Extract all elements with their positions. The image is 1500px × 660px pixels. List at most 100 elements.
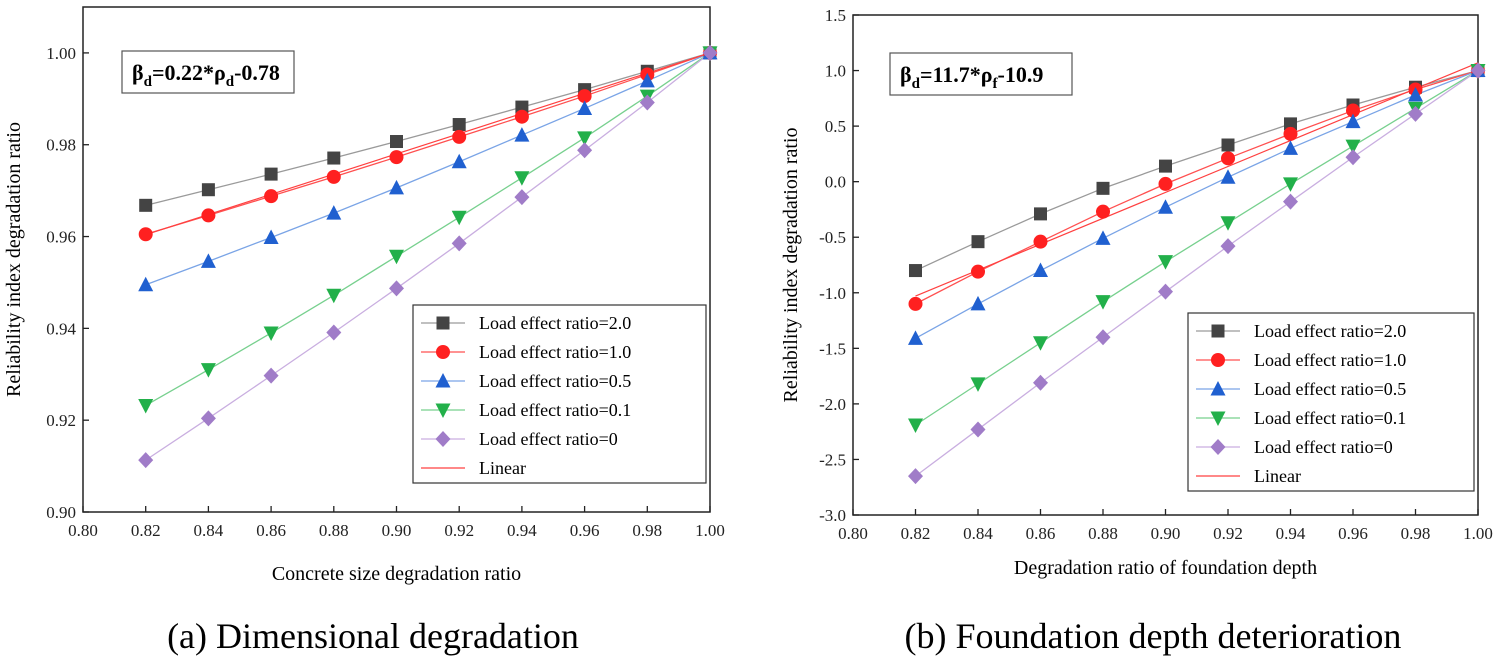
data-point <box>577 142 593 159</box>
y-tick-label: -0.5 <box>819 228 846 247</box>
data-point <box>514 189 530 206</box>
data-point <box>264 167 278 181</box>
data-point <box>1159 159 1172 173</box>
data-point <box>389 249 404 265</box>
legend-label: Linear <box>1254 466 1301 486</box>
figure-caption: (b) Foundation depth deterioration <box>905 616 1402 656</box>
equation-part: β <box>900 62 912 87</box>
data-point <box>138 452 154 469</box>
data-point <box>138 227 153 242</box>
data-point <box>389 280 404 297</box>
series-line <box>915 70 1479 477</box>
data-point <box>1345 139 1361 155</box>
equation-part: -10.9 <box>998 62 1044 87</box>
equation-subscript: d <box>144 74 153 90</box>
x-tick-label: 0.94 <box>507 521 537 540</box>
legend-box <box>1187 312 1475 492</box>
data-point <box>1283 126 1298 141</box>
legend-marker <box>1211 324 1225 338</box>
data-point <box>1158 255 1173 270</box>
data-point <box>264 189 279 204</box>
y-tick-label: 1.0 <box>825 62 846 81</box>
legend-marker <box>1211 353 1225 367</box>
x-tick-label: 0.86 <box>256 521 286 540</box>
legend-label: Load effect ratio=0.1 <box>479 400 631 420</box>
figure-caption: (a) Dimensional degradation <box>167 616 579 656</box>
legend-marker <box>1210 439 1226 455</box>
data-point <box>702 44 718 61</box>
series-line <box>145 52 711 206</box>
x-tick-label: 0.98 <box>1401 524 1431 543</box>
x-tick-label: 0.88 <box>319 521 349 540</box>
linear-fit-line <box>145 52 711 236</box>
data-point <box>1095 295 1111 310</box>
equation-box <box>121 50 295 94</box>
y-tick-label: 0.5 <box>825 117 846 136</box>
legend-label: Load effect ratio=0 <box>1254 437 1393 457</box>
data-point <box>639 94 655 111</box>
data-point <box>971 264 985 279</box>
chart-panel-b: 0.80 0.82 0.84 0.86 0.88 0.90 0.92 0.94 0.96 0.98… <box>780 6 1493 656</box>
data-point <box>452 118 466 132</box>
y-axis-title: Reliability index degradation ratio <box>780 128 802 403</box>
data-point <box>577 89 592 104</box>
x-tick-label: 0.90 <box>1151 524 1181 543</box>
equation-box <box>889 52 1073 96</box>
y-tick-label: 1.00 <box>46 44 76 63</box>
data-point <box>577 100 593 115</box>
data-point <box>1096 181 1110 195</box>
series-line <box>915 69 1479 339</box>
x-tick-label: 0.92 <box>1213 524 1243 543</box>
series-line <box>145 52 711 286</box>
x-tick-label: 0.80 <box>68 521 98 540</box>
y-axis-title: Reliability index degradation ratio <box>3 122 25 397</box>
y-tick-label: 0.94 <box>46 319 76 338</box>
data-point <box>908 296 923 311</box>
equation-label: βd=11.7*ρf-10.9 <box>900 62 1043 92</box>
legend-label: Load effect ratio=0.1 <box>1254 408 1406 428</box>
x-tick-label: 0.92 <box>444 521 474 540</box>
y-tick-label: -1.5 <box>819 339 846 358</box>
data-point <box>1346 103 1360 118</box>
y-tick-label: -3.0 <box>819 506 846 525</box>
data-point <box>639 72 655 88</box>
data-point <box>263 229 279 244</box>
data-point <box>452 129 467 144</box>
data-point <box>390 135 403 149</box>
legend-label: Load effect ratio=0 <box>479 429 618 449</box>
legend-marker <box>1210 411 1226 426</box>
linear-fit-line <box>915 62 1479 297</box>
equation-part: -0.78 <box>234 60 280 85</box>
y-tick-label: 1.5 <box>825 6 846 25</box>
legend-label: Load effect ratio=1.0 <box>479 342 631 362</box>
equation-subscript: d <box>912 76 921 92</box>
x-tick-label: 0.94 <box>1276 524 1306 543</box>
x-tick-label: 0.82 <box>901 524 931 543</box>
data-point <box>326 324 342 341</box>
data-point <box>1033 262 1048 278</box>
data-point <box>1033 374 1048 391</box>
x-tick-label: 1.00 <box>695 521 725 540</box>
equation-part: ρ <box>981 62 993 87</box>
data-point <box>970 421 986 438</box>
data-point <box>1221 138 1235 152</box>
data-point <box>514 171 530 186</box>
data-point <box>326 169 341 184</box>
equation-label: βd=0.22*ρd-0.78 <box>132 60 280 90</box>
legend-label: Linear <box>479 458 526 478</box>
data-point <box>1220 169 1236 184</box>
y-tick-label: 0.0 <box>825 173 846 192</box>
legend-marker <box>1210 381 1226 396</box>
y-tick-label: 0.90 <box>46 503 76 522</box>
data-point <box>908 330 923 345</box>
legend-label: Load effect ratio=2.0 <box>1254 321 1406 341</box>
data-point <box>200 410 216 427</box>
data-point <box>138 276 154 292</box>
x-tick-label: 0.96 <box>1338 524 1368 543</box>
data-point <box>1345 113 1361 129</box>
y-tick-label: -1.0 <box>819 284 846 303</box>
data-point <box>1096 204 1110 219</box>
legend-label: Load effect ratio=2.0 <box>479 313 631 333</box>
x-tick-label: 1.00 <box>1463 524 1493 543</box>
